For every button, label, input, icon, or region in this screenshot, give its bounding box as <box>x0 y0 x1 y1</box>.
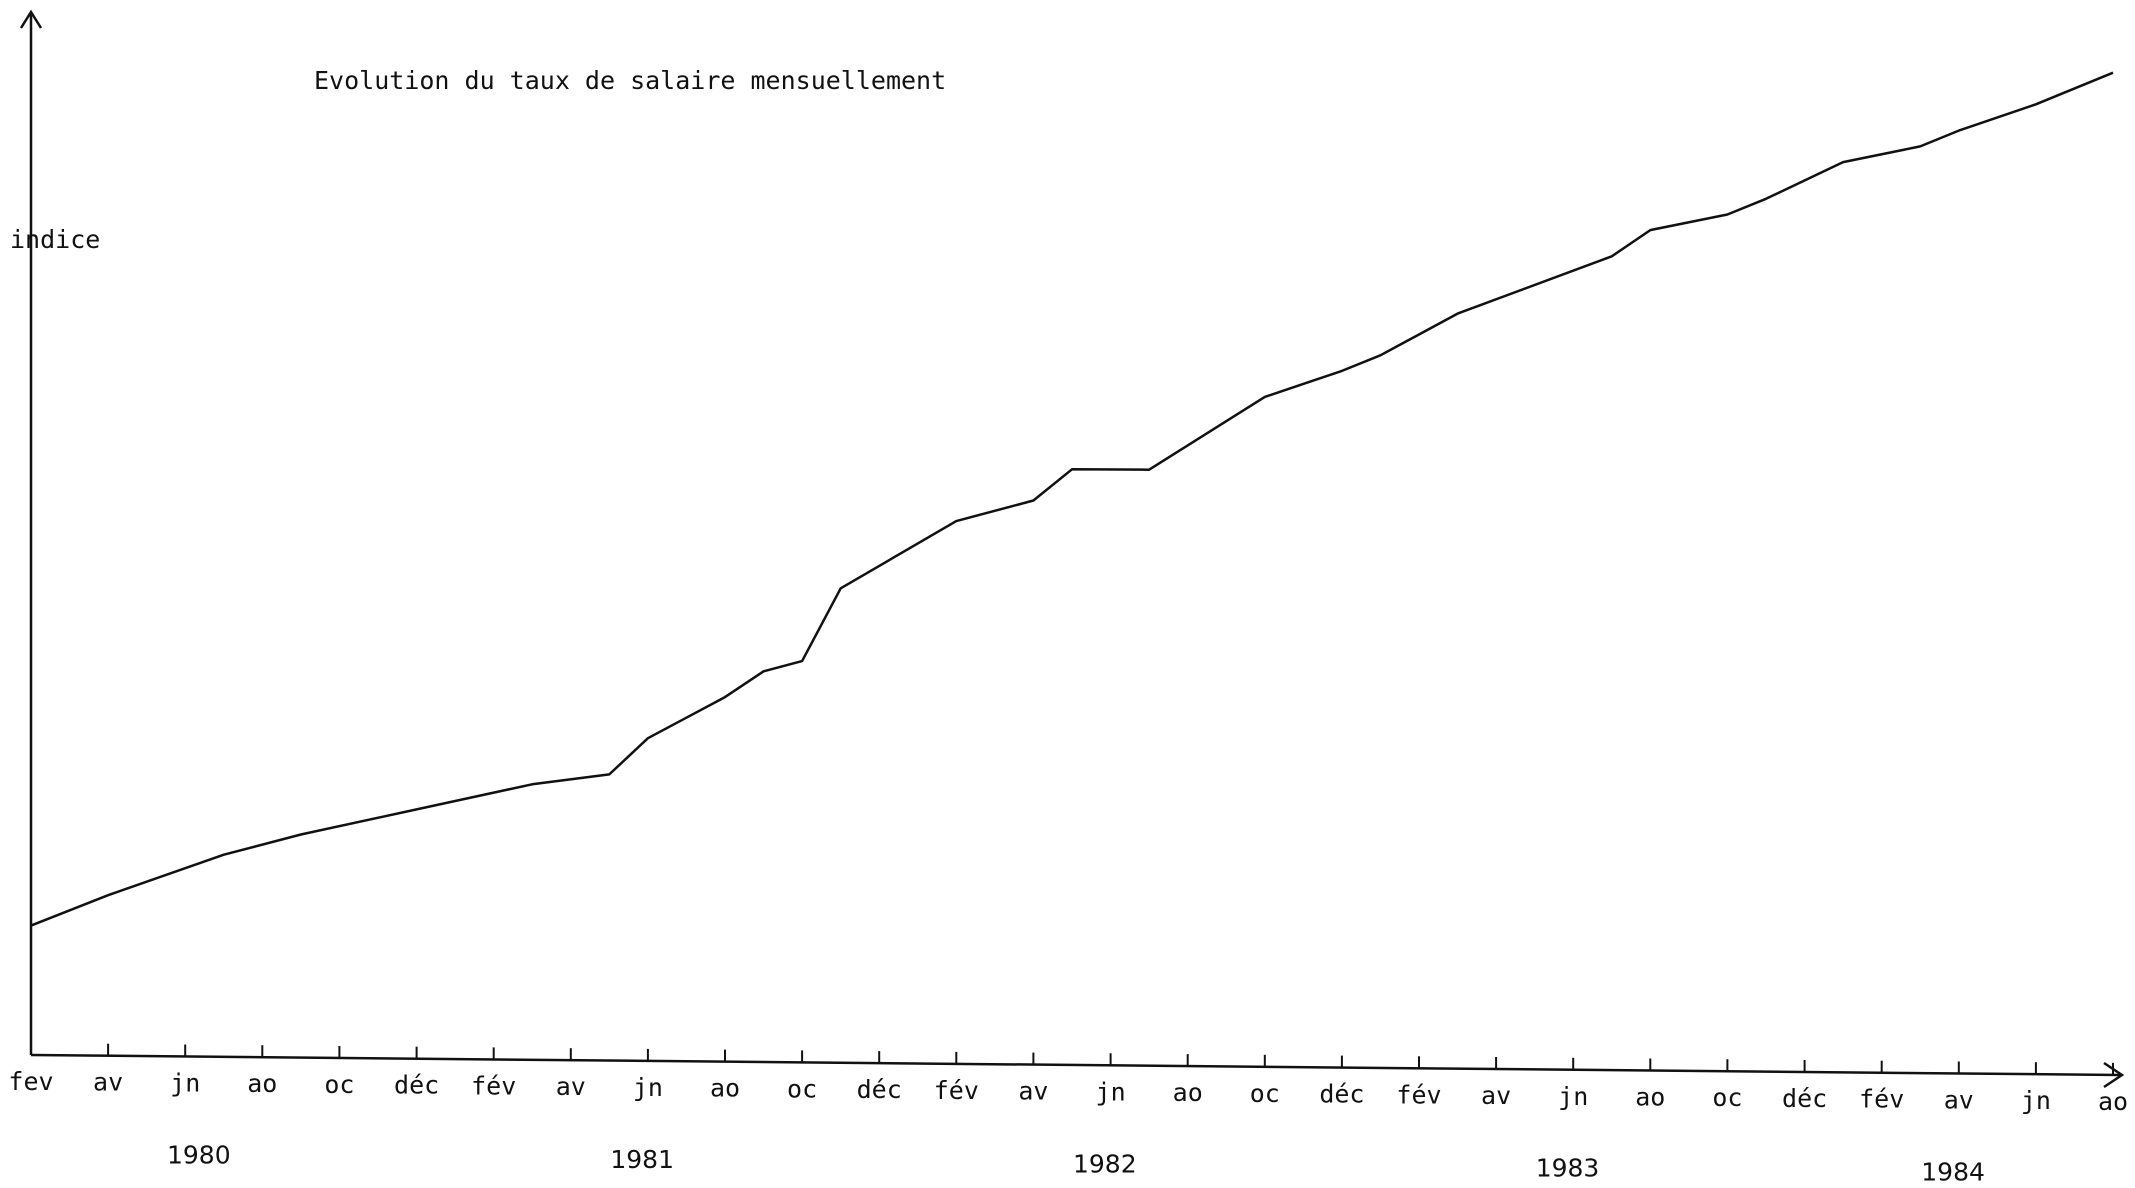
x-tick-label: jn <box>2021 1086 2051 1115</box>
x-axis-arrow-icon <box>2103 1061 2125 1089</box>
chart-title: Evolution du taux de salaire mensuelleme… <box>314 66 946 95</box>
x-tick-labels: fev av jn ao oc déc fév av jn ao oc déc fév av jn ao oc d… <box>8 1067 2128 1116</box>
x-tick-label: fév <box>1396 1080 1441 1109</box>
x-tick-label: jn <box>633 1073 663 1102</box>
x-tick-label: av <box>556 1072 586 1101</box>
x-tick-label: fev <box>8 1067 53 1096</box>
x-tick-label: ao <box>710 1074 740 1103</box>
series-line <box>30 71 2114 927</box>
x-tick-label: ao <box>1635 1083 1665 1112</box>
x-tick-label: av <box>93 1068 123 1097</box>
x-tick-label: oc <box>1250 1079 1280 1108</box>
x-axis <box>30 1053 2121 1077</box>
year-label: 1982 <box>1073 1149 1137 1178</box>
x-tick-label: jn <box>170 1069 200 1098</box>
x-tick-label: fév <box>1859 1085 1904 1114</box>
x-tick-label: av <box>1018 1077 1048 1106</box>
x-tick-label: jn <box>1096 1077 1126 1106</box>
x-tick-label: jn <box>1558 1082 1588 1111</box>
year-labels: 1980 1981 1982 1983 1984 <box>167 1141 1985 1187</box>
x-tick-label: déc <box>394 1071 439 1100</box>
x-tick-label: av <box>1944 1086 1974 1115</box>
x-tick-label: fév <box>934 1076 979 1105</box>
x-tick-label: av <box>1481 1081 1511 1110</box>
year-label: 1984 <box>1921 1157 1985 1186</box>
year-label: 1983 <box>1536 1154 1600 1183</box>
x-tick-label: ao <box>1173 1078 1203 1107</box>
y-axis-arrow-icon <box>19 9 43 29</box>
x-tick-label: déc <box>1319 1080 1364 1109</box>
y-axis-label: indice <box>10 225 100 254</box>
x-tick-label: ao <box>247 1069 277 1098</box>
x-ticks <box>30 1043 2114 1075</box>
x-tick-label: fév <box>471 1071 516 1100</box>
axes <box>19 9 2125 1089</box>
x-tick-label: ao <box>2098 1087 2128 1116</box>
x-tick-label: oc <box>787 1074 817 1103</box>
x-tick-label: oc <box>1712 1083 1742 1112</box>
x-tick-label: déc <box>857 1075 902 1104</box>
x-tick-label: oc <box>324 1070 354 1099</box>
year-label: 1980 <box>167 1141 231 1170</box>
series-group <box>30 71 2114 927</box>
year-label: 1981 <box>610 1145 674 1174</box>
x-tick-label: déc <box>1782 1084 1827 1113</box>
